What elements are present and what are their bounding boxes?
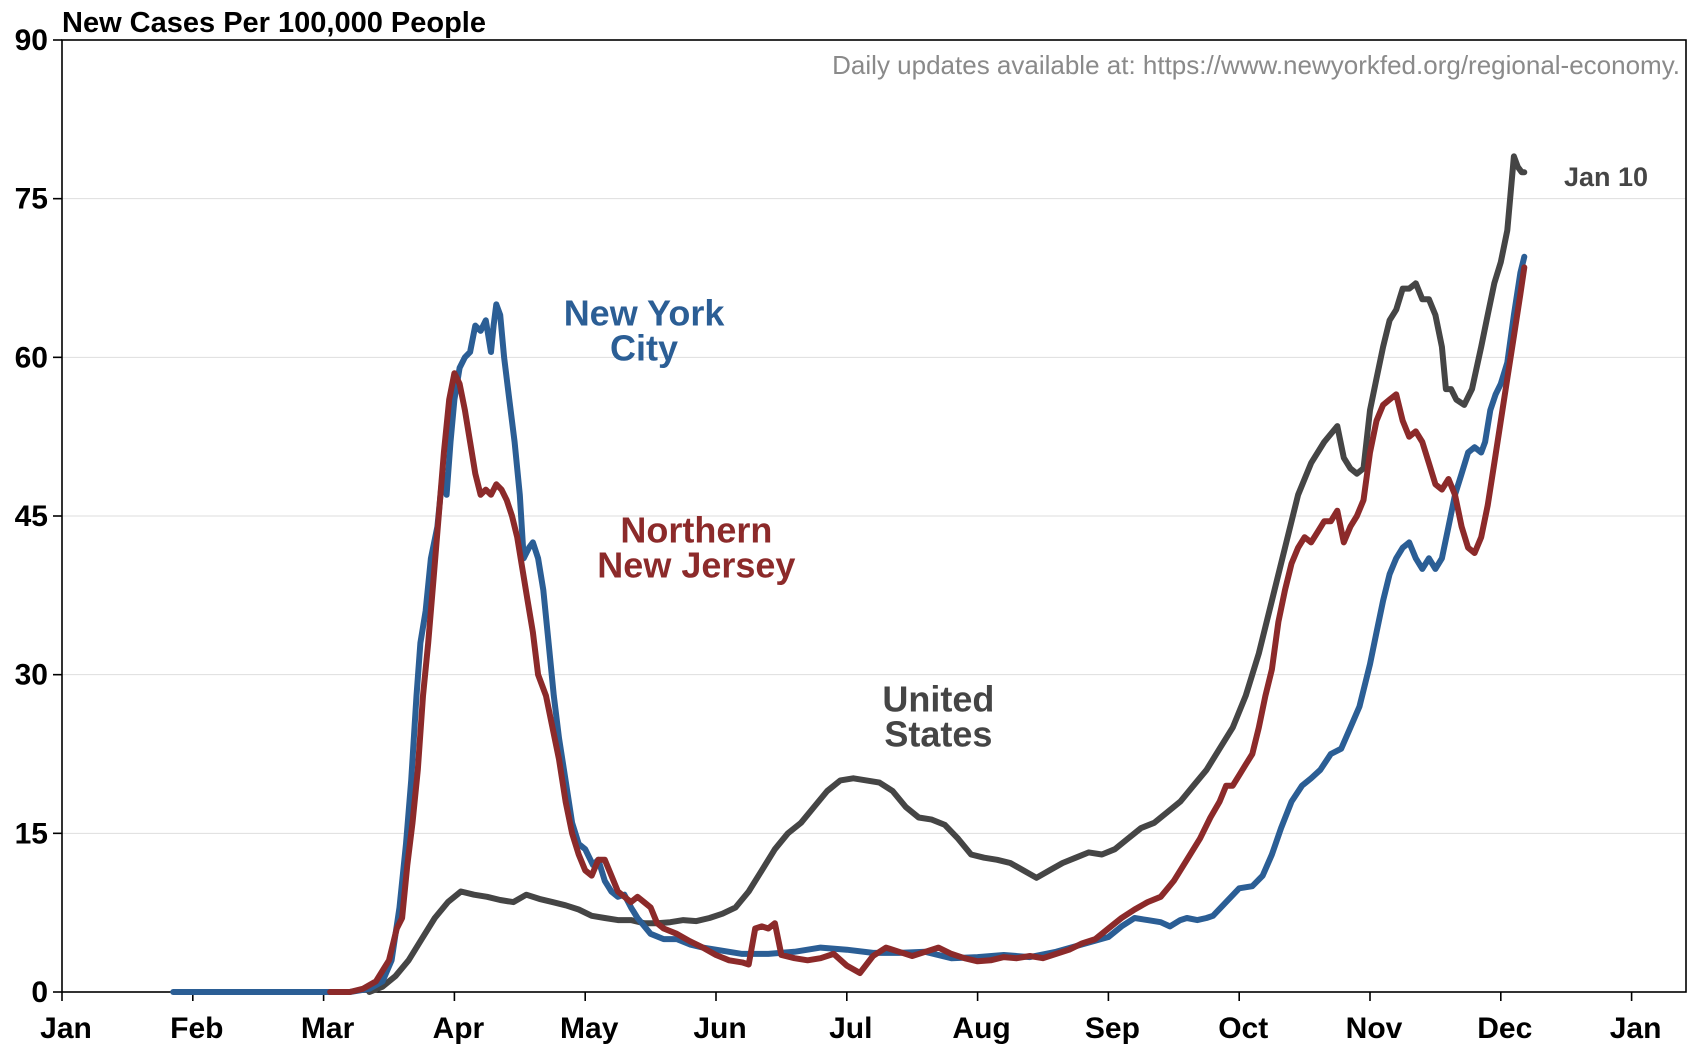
x-tick-label: Jun [693, 1012, 746, 1045]
x-tick-label: Jan [1610, 1012, 1662, 1045]
x-tick-label: May [560, 1012, 619, 1045]
x-tick-label: Jul [829, 1012, 872, 1045]
x-tick-label: Jan [40, 1012, 92, 1045]
y-axis: 0 15 30 45 60 75 90 [15, 24, 62, 1009]
x-tick-label: Dec [1477, 1012, 1532, 1045]
x-tick-label: Aug [952, 1012, 1010, 1045]
y-tick-label: 60 [15, 341, 48, 374]
annotation-label: Jan 10 [1564, 162, 1648, 192]
series-label-line: New York [564, 293, 726, 334]
y-tick-label: 75 [15, 183, 48, 216]
x-tick-label: Sep [1085, 1012, 1140, 1045]
y-tick-label: 0 [31, 976, 48, 1009]
gridlines [62, 198, 1686, 834]
series-label-line: States [884, 714, 992, 755]
x-tick-label: Oct [1218, 1012, 1268, 1045]
series-label-line: United [882, 679, 994, 720]
x-tick-label: Mar [301, 1012, 355, 1045]
y-tick-label: 15 [15, 817, 48, 850]
series-label-line: Northern [620, 509, 772, 550]
series-line-0 [170, 253, 1528, 995]
source-note: Daily updates available at: https://www.… [832, 50, 1680, 80]
x-tick-label: Nov [1346, 1012, 1403, 1045]
chart-title: New Cases Per 100,000 People [62, 7, 486, 39]
y-tick-label: 90 [15, 24, 48, 57]
x-tick-label: Feb [170, 1012, 223, 1045]
x-tick-label: Apr [433, 1012, 485, 1045]
y-tick-label: 45 [15, 500, 48, 533]
series-line-2 [366, 153, 1528, 995]
x-axis: Jan Feb Mar Apr May Jun Jul Aug Sep Oct Nov Dec Jan [40, 992, 1661, 1045]
series-label-line: City [610, 328, 678, 369]
series-line-1 [327, 264, 1528, 995]
series-label-line: New Jersey [597, 544, 795, 585]
series-lines [170, 153, 1528, 995]
y-tick-label: 30 [15, 659, 48, 692]
